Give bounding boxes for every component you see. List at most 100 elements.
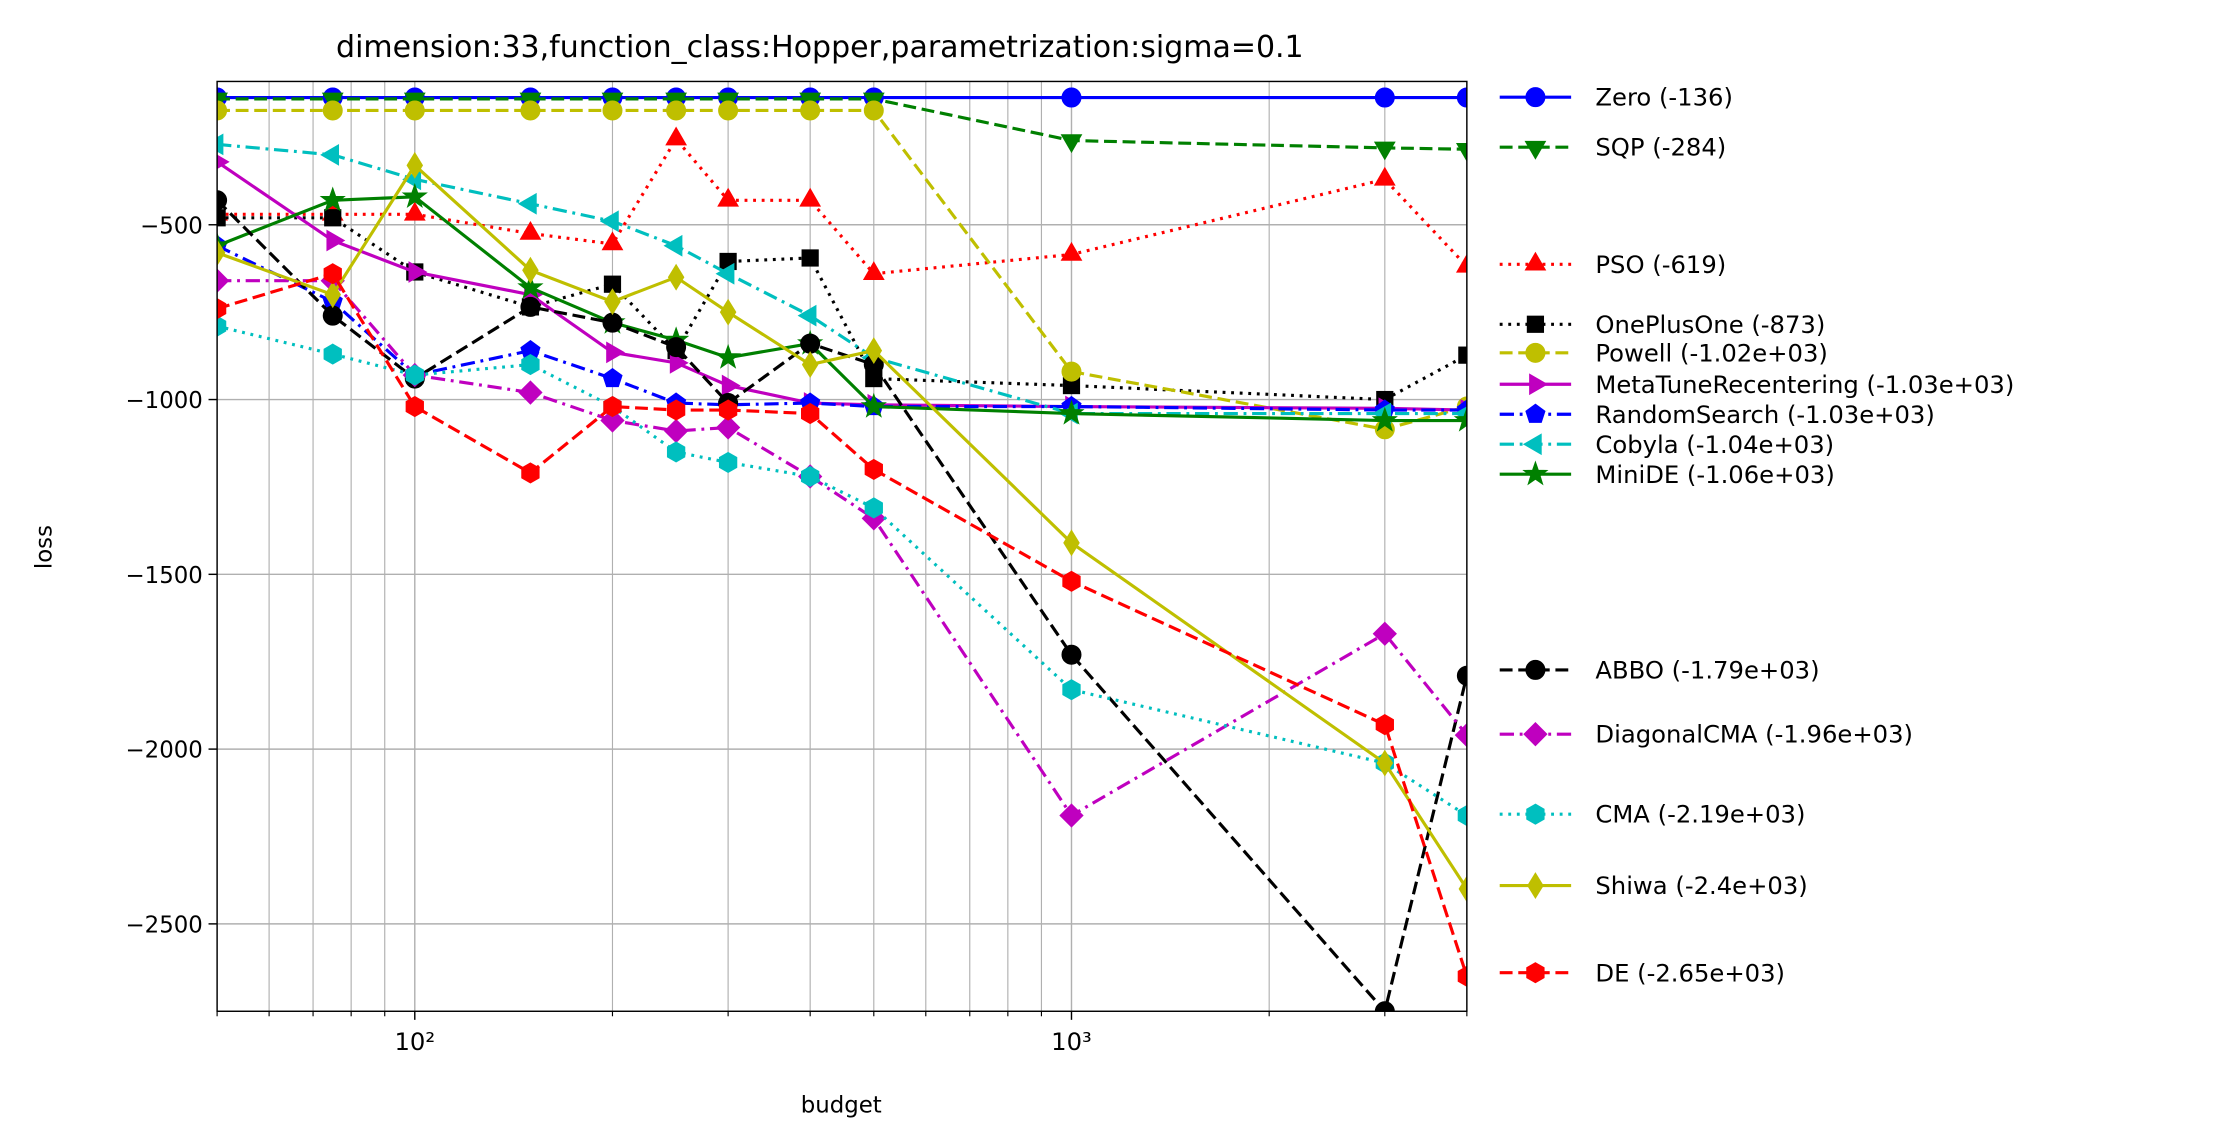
legend-label: MetaTuneRecentering (-1.03e+03) [1595, 370, 2014, 399]
legend-label: DiagonalCMA (-1.96e+03) [1595, 720, 1913, 749]
legend-marker [1526, 803, 1545, 825]
legend-label: Powell (-1.02e+03) [1595, 338, 1827, 367]
data-point [405, 364, 424, 386]
legend-label: OnePlusOne (-873) [1595, 310, 1825, 339]
y-tick-label: −500 [140, 213, 203, 239]
data-point [669, 351, 689, 374]
data-point [403, 201, 426, 221]
data-point [217, 315, 227, 337]
data-point [715, 262, 735, 285]
data-point [801, 351, 819, 379]
data-point [323, 343, 342, 365]
series-line [217, 271, 1467, 977]
data-point [319, 186, 346, 212]
data-point [799, 187, 822, 207]
data-point [666, 441, 686, 463]
series-line [217, 108, 1467, 431]
data-point [1060, 134, 1083, 154]
data-point [1372, 621, 1397, 646]
y-tick-label: −2500 [126, 912, 203, 938]
y-tick-label: −1000 [126, 388, 203, 414]
series-line [217, 216, 1467, 402]
data-point [1059, 803, 1084, 828]
data-point [521, 354, 540, 376]
data-point [717, 187, 739, 207]
data-point [1373, 166, 1396, 186]
data-point [715, 415, 741, 440]
data-point [665, 126, 688, 146]
data-point [1455, 142, 1467, 162]
legend-label: SQP (-284) [1595, 133, 1726, 162]
legend-label: ABBO (-1.79e+03) [1595, 655, 1819, 684]
legend-marker [1523, 722, 1548, 747]
data-point [1063, 529, 1080, 557]
legend-marker [1525, 659, 1546, 680]
data-point [1058, 399, 1085, 425]
data-point [801, 465, 820, 488]
data-point [405, 395, 424, 418]
data-point [1456, 665, 1467, 686]
x-axis-label: budget [801, 1093, 882, 1119]
series-line [217, 160, 1467, 412]
data-point [599, 210, 619, 233]
data-point [521, 462, 540, 484]
data-point [603, 395, 622, 418]
x-tick-label: 10² [394, 1027, 435, 1056]
data-point [1061, 644, 1082, 665]
data-point [663, 234, 683, 257]
data-point [1371, 406, 1398, 432]
data-point [600, 408, 625, 433]
legend-label: DE (-2.65e+03) [1595, 958, 1785, 987]
legend-label: CMA (-2.19e+03) [1595, 800, 1805, 829]
axes: 10² 10³ −500 −1000 −1500 −2000 −2500 [126, 213, 1468, 1056]
series-line [217, 162, 1467, 890]
data-point [800, 333, 821, 354]
data-point [520, 296, 541, 317]
chart-title: dimension:33,function_class:Hopper,param… [336, 30, 1304, 65]
legend-label: Cobyla (-1.04e+03) [1595, 430, 1834, 459]
data-point [320, 143, 340, 166]
series-line [217, 244, 1467, 412]
data-point [217, 268, 230, 293]
data-point [606, 341, 626, 364]
legend-marker [1529, 373, 1548, 396]
data-point [666, 100, 687, 121]
data-point [1458, 875, 1467, 903]
legend: Zero (-136) SQP (-284) PSO (-619) OnePlusOn… [1499, 83, 2014, 987]
data-point [323, 263, 342, 285]
data-point [322, 100, 343, 121]
data-point [666, 337, 687, 358]
series-line [217, 279, 1467, 818]
plot-area [217, 81, 1467, 1012]
series-line [217, 195, 1467, 423]
data-point [1374, 87, 1395, 108]
data-point [404, 100, 425, 121]
y-tick-label: −1500 [126, 563, 203, 589]
data-point [864, 497, 883, 519]
legend-marker [1526, 315, 1545, 333]
data-point [862, 261, 885, 280]
data-point [517, 192, 537, 215]
data-point [217, 298, 227, 320]
data-point [601, 231, 624, 251]
data-point [718, 100, 739, 121]
data-point [602, 100, 623, 121]
legend-label: Shiwa (-2.4e+03) [1595, 871, 1807, 900]
data-point [865, 337, 883, 365]
data-point [864, 458, 883, 481]
data-point [1062, 570, 1081, 592]
series-line [217, 97, 1467, 151]
data-point [1062, 679, 1081, 701]
legend-marker [1522, 433, 1542, 456]
data-point [718, 451, 738, 474]
x-tick-label: 10³ [1051, 1027, 1092, 1056]
legend-label: MiniDE (-1.06e+03) [1595, 460, 1834, 489]
data-point [1376, 749, 1394, 777]
data-point [719, 298, 737, 326]
y-axis-label: loss [31, 525, 57, 569]
data-point [406, 151, 424, 179]
data-point [217, 100, 228, 121]
data-point [797, 304, 817, 327]
